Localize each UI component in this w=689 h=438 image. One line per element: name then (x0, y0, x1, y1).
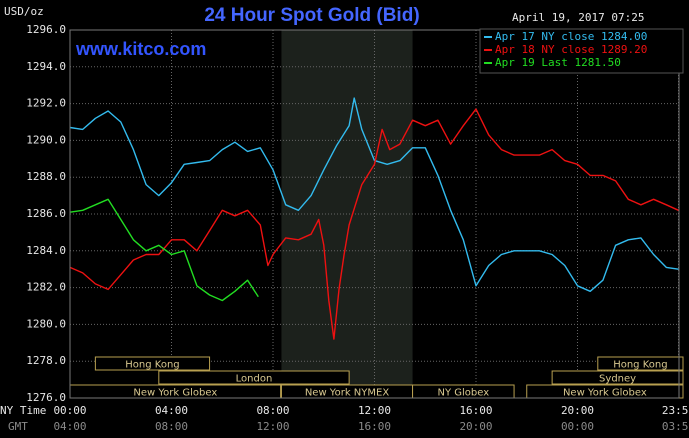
session-label: New York Globex (133, 388, 217, 399)
session-label: NY Globex (437, 388, 489, 399)
ny-time-label: NY Time (0, 404, 46, 417)
chart-title: 24 Hour Spot Gold (Bid) (204, 5, 419, 26)
legend-label: Apr 19 Last 1281.50 (495, 56, 621, 69)
timestamp: April 19, 2017 07:25 (512, 11, 644, 24)
legend-box (479, 28, 684, 74)
session-label: London (236, 374, 273, 385)
y-tick-label: 1284.0 (26, 244, 66, 257)
gmt-tick-label: 12:00 (256, 420, 289, 433)
series-line (69, 97, 679, 292)
y-axis-label: USD/oz (4, 5, 44, 18)
x-tick-label: 00:00 (53, 404, 86, 417)
y-tick-label: 1286.0 (26, 207, 66, 220)
legend-label: Apr 18 NY close 1289.20 (495, 43, 647, 56)
y-tick-label: 1294.0 (26, 60, 66, 73)
y-tick-label: 1282.0 (26, 281, 66, 294)
y-tick-label: 1296.0 (26, 23, 66, 36)
gmt-tick-label: 20:00 (459, 420, 492, 433)
y-tick-label: 1292.0 (26, 97, 66, 110)
gmt-tick-label: 03:59 (662, 420, 689, 433)
x-tick-label: 04:00 (155, 404, 188, 417)
gmt-tick-label: 04:00 (53, 420, 86, 433)
gmt-tick-label: 00:00 (561, 420, 594, 433)
session-label: Sydney (599, 374, 636, 385)
x-tick-label: 20:00 (561, 404, 594, 417)
x-tick-label: 23:59 (662, 404, 689, 417)
x-tick-label: 08:00 (256, 404, 289, 417)
plot-frame (69, 29, 680, 399)
series-line (69, 198, 259, 302)
legend-label: Apr 17 NY close 1284.00 (495, 30, 647, 43)
x-tick-label: 12:00 (358, 404, 391, 417)
session-shade (281, 30, 413, 398)
y-tick-label: 1290.0 (26, 133, 66, 146)
gmt-tick-label: 08:00 (155, 420, 188, 433)
x-tick-label: 16:00 (459, 404, 492, 417)
y-tick-label: 1280.0 (26, 317, 66, 330)
session-box (158, 370, 350, 385)
session-box (551, 370, 684, 385)
shade-layer (281, 30, 413, 398)
y-tick-label: 1278.0 (26, 354, 66, 367)
session-label: New York Globex (563, 388, 647, 399)
session-box (597, 356, 684, 371)
gmt-tick-label: 16:00 (358, 420, 391, 433)
watermark: www.kitco.com (75, 39, 206, 59)
series-line (69, 108, 679, 340)
session-label: Hong Kong (613, 360, 667, 371)
session-label: New York NYMEX (305, 388, 390, 399)
y-tick-label: 1276.0 (26, 391, 66, 404)
session-layer: Hong Kong Hong Kong London Sydney New York G… (69, 356, 684, 399)
gmt-label: GMT (8, 420, 28, 433)
y-tick-label: 1288.0 (26, 170, 66, 183)
line-layer (69, 97, 679, 340)
session-label: Hong Kong (125, 360, 179, 371)
session-box (94, 356, 211, 371)
